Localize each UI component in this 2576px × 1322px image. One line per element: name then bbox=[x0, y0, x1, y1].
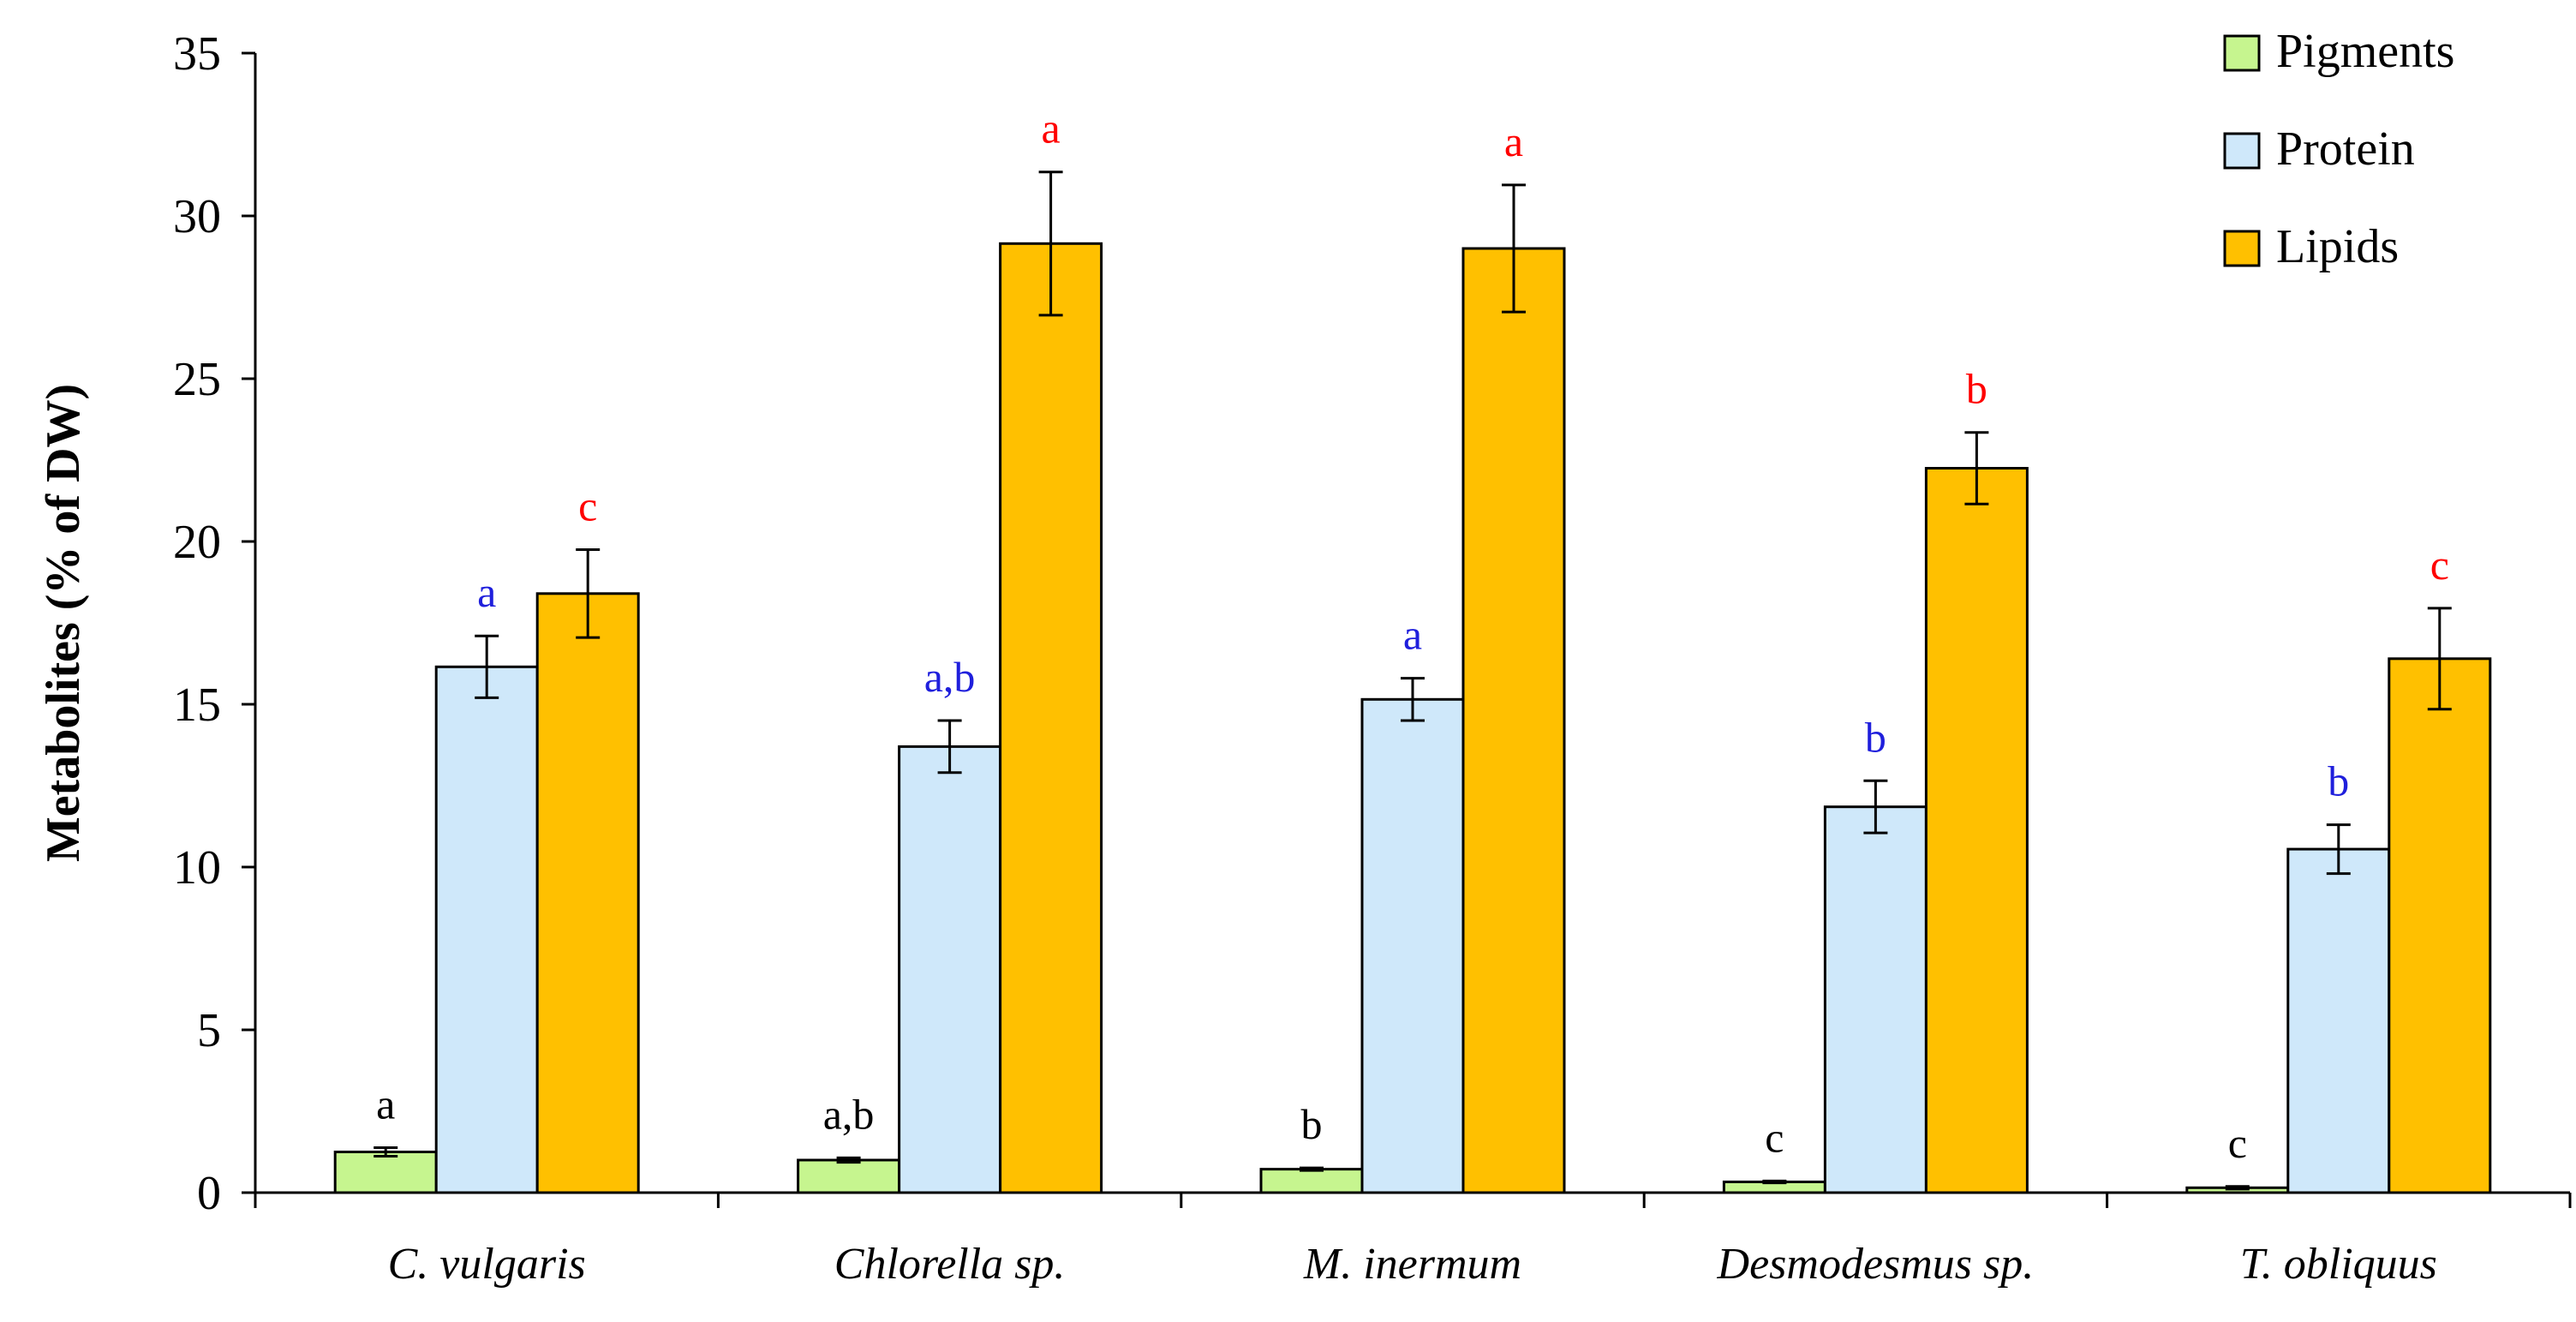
significance-letter: a bbox=[1403, 611, 1422, 659]
y-tick-label: 35 bbox=[173, 27, 221, 81]
significance-letter: b bbox=[1966, 365, 1987, 413]
bar-lipids bbox=[1924, 467, 2029, 1194]
bar-lipids bbox=[535, 592, 640, 1194]
significance-letter: a,b bbox=[924, 653, 976, 701]
legend-swatch-lipids bbox=[2223, 230, 2261, 267]
error-bars bbox=[374, 170, 2452, 1191]
significance-letter: c bbox=[2228, 1119, 2247, 1167]
significance-letter: a bbox=[376, 1080, 395, 1128]
y-tick-label: 30 bbox=[173, 190, 221, 243]
legend-label-pigments: Pigments bbox=[2276, 25, 2454, 78]
bars bbox=[333, 242, 2492, 1194]
bar-protein bbox=[898, 745, 1002, 1194]
bar-lipids bbox=[1461, 247, 1566, 1194]
y-tick-label: 10 bbox=[173, 841, 221, 894]
y-tick-label: 20 bbox=[173, 516, 221, 569]
y-tick-label: 15 bbox=[173, 679, 221, 732]
significance-letter: a,b bbox=[823, 1090, 875, 1138]
legend-label-protein: Protein bbox=[2276, 123, 2415, 176]
significance-letter: c bbox=[578, 482, 597, 530]
category-label: Desmodesmus sp. bbox=[1717, 1240, 2035, 1289]
bar-protein bbox=[2286, 847, 2391, 1194]
y-tick-label: 5 bbox=[197, 1004, 221, 1057]
bar-protein bbox=[1823, 805, 1928, 1194]
significance-letter: a bbox=[1504, 117, 1523, 165]
significance-letter: b bbox=[2328, 757, 2349, 805]
bar-protein bbox=[434, 665, 539, 1194]
category-label: C. vulgaris bbox=[388, 1240, 586, 1289]
significance-letter: c bbox=[1765, 1113, 1784, 1161]
legend-swatch-protein bbox=[2223, 132, 2261, 170]
bar-pigments bbox=[333, 1151, 438, 1194]
bar-pigments bbox=[1259, 1168, 1364, 1194]
category-labels: C. vulgaris Chlorella sp. M. inermum Desmod… bbox=[388, 1240, 2437, 1289]
significance-letter: a bbox=[1041, 105, 1060, 153]
bar-pigments bbox=[797, 1158, 901, 1194]
legend-label-lipids: Lipids bbox=[2276, 220, 2399, 273]
legend-swatch-pigments bbox=[2223, 34, 2261, 72]
significance-letters: a a c a,b a,b a b a a c b b c b c bbox=[376, 105, 2449, 1167]
bar-lipids bbox=[2388, 657, 2492, 1194]
category-label: M. inermum bbox=[1303, 1240, 1521, 1289]
category-label: T. obliquus bbox=[2240, 1240, 2437, 1289]
significance-letter: b bbox=[1301, 1100, 1323, 1148]
bar-lipids bbox=[999, 242, 1103, 1194]
significance-letter: a bbox=[477, 568, 496, 616]
category-label: Chlorella sp. bbox=[834, 1240, 1066, 1289]
y-tick-label: 25 bbox=[173, 353, 221, 406]
legend: Pigments Protein Lipids bbox=[2223, 25, 2454, 273]
y-axis-title: Metabolites (% of DW) bbox=[37, 384, 90, 862]
significance-letter: c bbox=[2430, 541, 2449, 589]
y-tick-label: 0 bbox=[197, 1167, 221, 1220]
bar-protein bbox=[1360, 697, 1465, 1194]
significance-letter: b bbox=[1865, 713, 1886, 761]
